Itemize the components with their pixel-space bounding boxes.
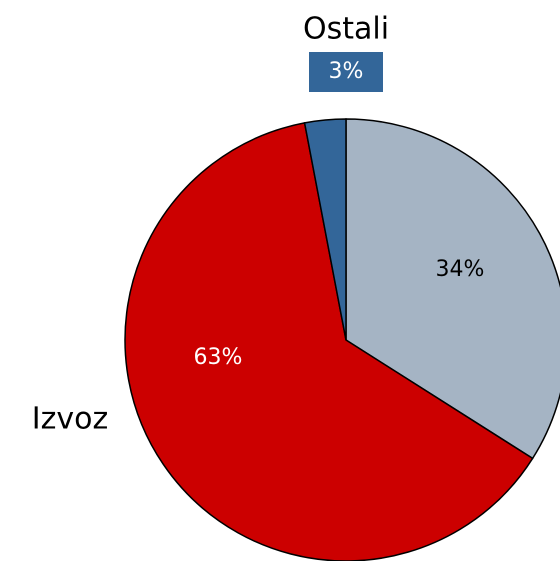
pie-slice [303,118,347,341]
category-label: Ostali [303,12,389,47]
data-label: 34% [436,257,485,282]
category-label: Izvoz [32,402,108,437]
data-label: 63% [194,345,243,370]
data-label: 3% [329,59,364,84]
pie-slice [124,122,534,561]
label-box [309,52,383,92]
